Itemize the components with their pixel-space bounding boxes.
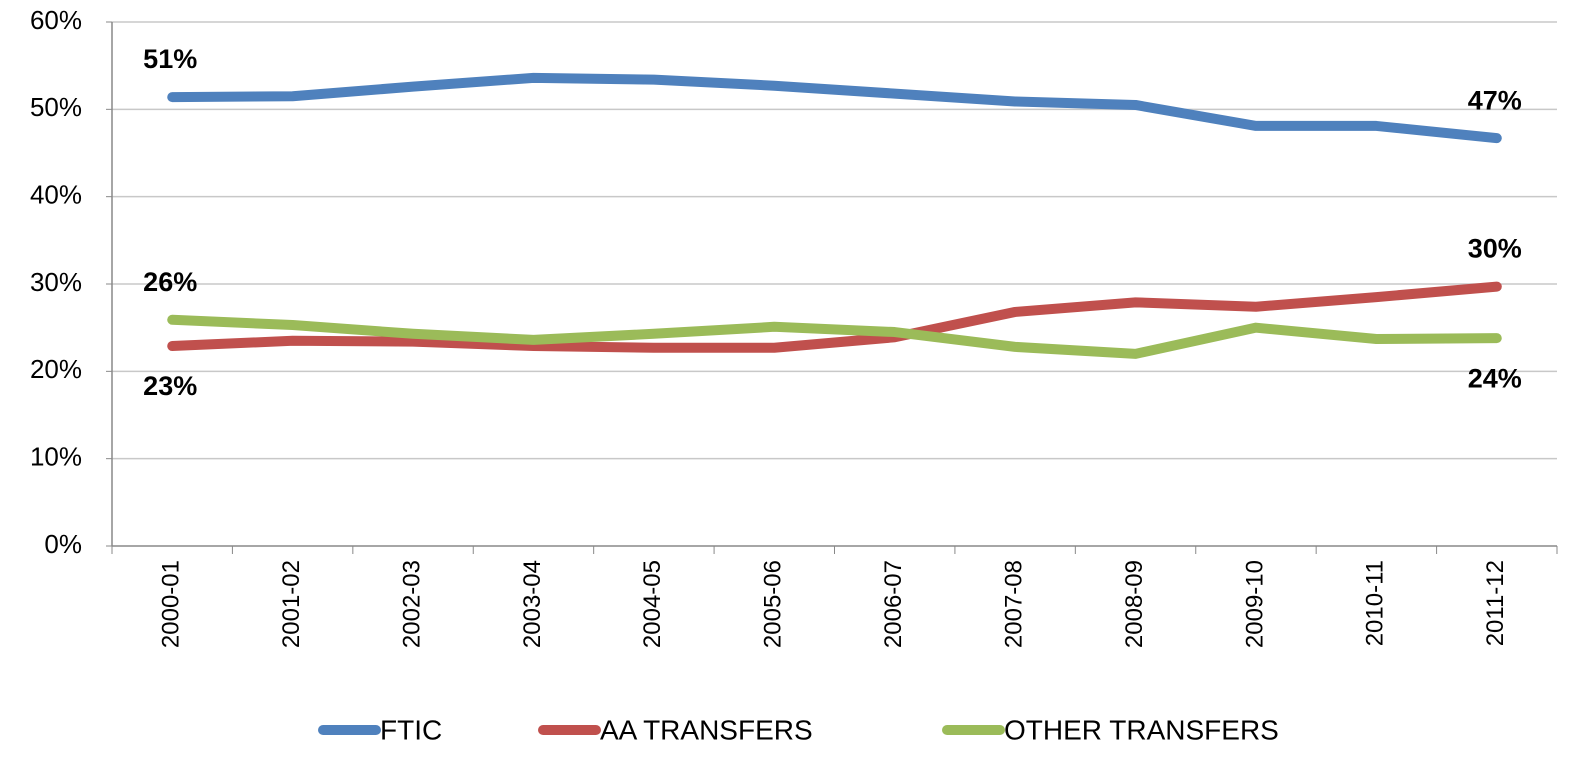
y-tick-label: 40% — [30, 180, 82, 210]
y-tick-label: 10% — [30, 442, 82, 472]
legend-item: OTHER TRANSFERS — [942, 714, 1279, 745]
legend-item: FTIC — [318, 714, 442, 745]
x-tick-label: 2007-08 — [1000, 560, 1027, 648]
x-tick-label: 2000-01 — [158, 560, 185, 648]
data-label: 30% — [1468, 234, 1522, 264]
x-tick-label: 2004-05 — [639, 560, 666, 648]
data-label: 24% — [1468, 363, 1522, 393]
legend-label: OTHER TRANSFERS — [1004, 714, 1279, 745]
y-tick-label: 20% — [30, 354, 82, 384]
data-label: 51% — [143, 44, 197, 74]
x-tick-label: 2009-10 — [1241, 560, 1268, 648]
y-tick-label: 30% — [30, 267, 82, 297]
x-tick-label: 2011-12 — [1482, 560, 1509, 646]
data-label: 26% — [143, 267, 197, 297]
x-tick-label: 2001-02 — [278, 560, 305, 648]
x-tick-label: 2002-03 — [398, 560, 425, 648]
y-tick-label: 60% — [30, 5, 82, 35]
x-tick-label: 2006-07 — [880, 560, 907, 648]
data-label: 47% — [1468, 85, 1522, 115]
legend-item: AA TRANSFERS — [538, 714, 813, 745]
series-line — [167, 72, 1502, 144]
x-tick-label: 2003-04 — [519, 560, 546, 648]
x-tick-label: 2005-06 — [760, 560, 787, 648]
legend-label: AA TRANSFERS — [600, 714, 813, 745]
y-tick-label: 50% — [30, 92, 82, 122]
series-line — [167, 314, 1502, 359]
y-tick-label: 0% — [44, 529, 82, 559]
data-label: 23% — [143, 371, 197, 401]
x-tick-label: 2010-11 — [1362, 560, 1389, 646]
series-line — [167, 281, 1502, 353]
x-tick-label: 2008-09 — [1121, 560, 1148, 648]
legend-label: FTIC — [380, 714, 442, 745]
